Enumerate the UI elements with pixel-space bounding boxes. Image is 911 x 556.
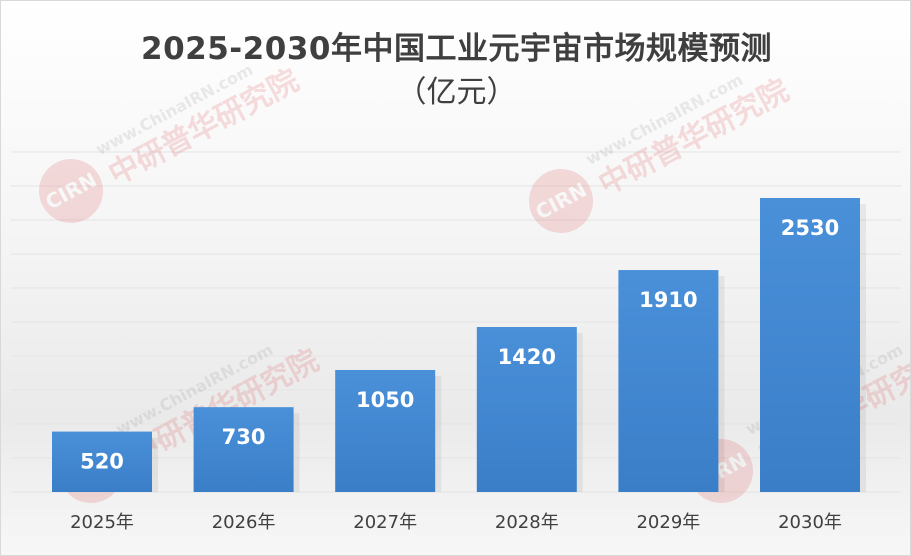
x-tick-label: 2025年 xyxy=(70,512,134,533)
bar-2028年 xyxy=(476,326,577,492)
x-tick-label: 2030年 xyxy=(778,512,842,533)
x-tick-label: 2027年 xyxy=(353,512,417,533)
data-label: 520 xyxy=(80,450,124,474)
chart-subtitle: （亿元） xyxy=(396,75,517,110)
x-tick-label: 2026年 xyxy=(212,512,276,533)
bars xyxy=(52,198,866,492)
chart-title: 2025-2030年中国工业元宇宙市场规模预测 xyxy=(141,31,772,67)
x-tick-label: 2028年 xyxy=(495,512,559,533)
bar-2025年 xyxy=(52,431,152,492)
bar-2030年 xyxy=(760,198,860,492)
data-label: 730 xyxy=(222,425,266,449)
bar-2026年 xyxy=(193,407,294,492)
bar-2027年 xyxy=(335,369,436,492)
data-label: 1420 xyxy=(498,345,556,369)
data-label: 1050 xyxy=(356,388,414,412)
gridlines xyxy=(11,151,901,493)
bar-2029年 xyxy=(618,270,719,492)
data-label: 2530 xyxy=(781,216,839,240)
x-tick-label: 2029年 xyxy=(636,512,700,533)
x-axis: 2025年 2026年 2027年 2028年 2029年 2030年 xyxy=(70,512,842,533)
data-labels: 520 730 1050 1420 1910 2530 xyxy=(80,216,839,474)
data-label: 1910 xyxy=(639,288,697,312)
